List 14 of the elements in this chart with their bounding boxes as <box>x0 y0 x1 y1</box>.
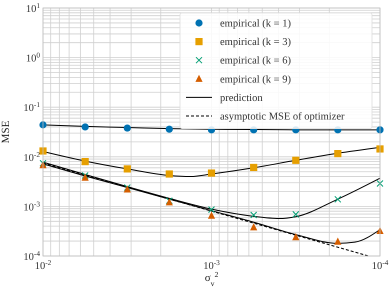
legend-label: prediction <box>220 92 264 104</box>
legend-label: empirical (k = 1) <box>220 18 292 30</box>
y-axis-title: MSE <box>0 120 12 144</box>
y-tick-label: 10$^{-1}$ <box>23 100 40 114</box>
x-tick-label: 10$^{-3}$ <box>203 258 220 272</box>
legend-label: empirical (k = 3) <box>220 37 292 48</box>
legend-label: empirical (k = 6) <box>220 56 292 67</box>
y-tick-label: 10$^{1}$ <box>26 0 40 15</box>
y-tick-label: 10$^{-2}$ <box>23 149 40 164</box>
x-tick-label: 10$^{-4}$ <box>372 258 389 272</box>
y-tick-label: 10$^{0}$ <box>26 50 40 65</box>
y-tick-label: 10$^{-3}$ <box>23 198 40 214</box>
legend-label: empirical (k = 9) <box>220 74 292 86</box>
legend-label: asymptotic MSE of optimizer <box>220 112 346 122</box>
